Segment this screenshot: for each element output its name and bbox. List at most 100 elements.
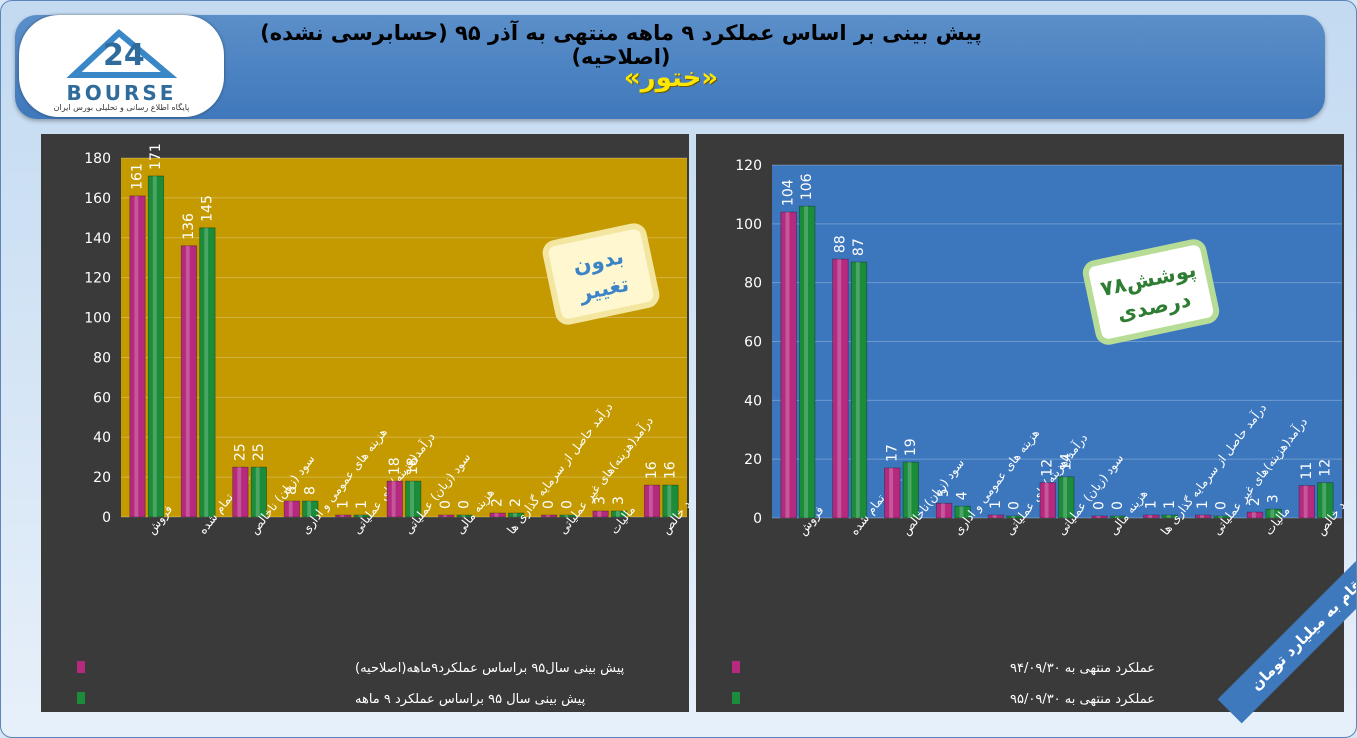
data-label: 0 xyxy=(1110,501,1126,510)
bar-highlight xyxy=(410,481,414,517)
data-label: 171 xyxy=(148,143,164,170)
bar xyxy=(1213,515,1230,519)
bar xyxy=(1161,514,1179,519)
bar-highlight xyxy=(513,513,517,517)
bar-highlight xyxy=(1322,482,1327,518)
data-label: 3 xyxy=(1266,494,1282,503)
bar xyxy=(850,261,868,519)
bar xyxy=(1091,515,1108,519)
bar-highlight xyxy=(358,515,363,517)
bar-highlight xyxy=(1270,509,1275,518)
bar-highlight xyxy=(255,467,260,517)
bar xyxy=(129,195,146,518)
bar xyxy=(438,514,455,518)
bar-highlight xyxy=(461,515,466,517)
y-tick-label: 40 xyxy=(744,393,762,409)
plot-area xyxy=(772,165,1342,518)
bar xyxy=(283,500,300,518)
bar xyxy=(1246,511,1264,519)
company-name: «ختور» xyxy=(623,63,719,93)
bar-highlight xyxy=(1200,515,1204,518)
data-label: 2 xyxy=(490,498,506,507)
bar xyxy=(780,211,797,519)
y-tick-label: 80 xyxy=(93,350,111,366)
chart-forecast-svg: 020406080100120140160180161171فروش136145… xyxy=(41,134,689,712)
data-label: 145 xyxy=(199,195,215,222)
bar-highlight xyxy=(1114,516,1119,518)
data-label: 1 xyxy=(1195,500,1211,509)
y-tick-label: 0 xyxy=(102,510,111,526)
data-label: 0 xyxy=(541,500,557,509)
bar-highlight xyxy=(564,515,569,517)
y-tick-label: 140 xyxy=(84,231,111,247)
bar xyxy=(832,258,849,519)
y-tick-label: 100 xyxy=(735,217,762,233)
logo-word: BOURSE xyxy=(66,81,177,105)
bar xyxy=(1317,482,1334,519)
data-label: 136 xyxy=(181,213,197,240)
bar xyxy=(643,484,661,518)
bar-highlight xyxy=(804,206,808,518)
chart-performance: 0 20 40 60 80 100 120 104 106 فروش 88 87 بهای تمام ش… xyxy=(696,134,1344,712)
bar xyxy=(1109,515,1127,519)
y-tick-label: 180 xyxy=(84,151,111,167)
data-label: 1 xyxy=(1162,500,1178,509)
bar-highlight xyxy=(546,515,550,517)
bar xyxy=(559,514,576,518)
data-label: 0 xyxy=(457,500,473,509)
y-tick-label: 120 xyxy=(84,271,111,287)
bar xyxy=(884,467,901,519)
plot-area xyxy=(121,158,687,517)
data-label: 0 xyxy=(1214,501,1230,510)
bar-highlight xyxy=(307,501,312,517)
bar xyxy=(1195,514,1212,519)
bar xyxy=(250,466,267,518)
data-label: 18 xyxy=(387,457,403,475)
data-label: 14 xyxy=(1058,453,1074,471)
bar xyxy=(799,205,816,519)
data-label: 3 xyxy=(593,496,609,505)
legend-swatch xyxy=(732,661,740,673)
y-tick-label: 160 xyxy=(84,191,111,207)
bar-highlight xyxy=(494,513,499,517)
y-tick-label: 80 xyxy=(744,276,762,292)
bar xyxy=(489,512,506,518)
bar xyxy=(592,510,609,518)
bar-highlight xyxy=(237,467,242,517)
data-label: 1 xyxy=(335,500,351,509)
data-label: 3 xyxy=(611,496,627,505)
bar xyxy=(508,512,525,518)
bar xyxy=(1006,515,1023,519)
data-label: 19 xyxy=(903,438,919,456)
y-tick-label: 20 xyxy=(93,470,111,486)
data-label: 106 xyxy=(799,173,815,200)
bar-highlight xyxy=(443,515,448,517)
data-label: 161 xyxy=(130,163,146,190)
data-label: 1 xyxy=(988,500,1004,509)
24-bourse-logo-icon: 24 xyxy=(66,28,178,78)
legend-swatch xyxy=(732,692,740,704)
bar-highlight xyxy=(1044,482,1049,518)
data-label: 25 xyxy=(251,443,267,461)
bar-highlight xyxy=(615,511,620,517)
chart-forecast: 0 20 40 60 80 100 120 140 160 180 161 171 فروش 136 145… xyxy=(41,134,689,712)
data-label: 88 xyxy=(832,235,848,253)
data-label: 0 xyxy=(560,500,576,509)
data-label: 2 xyxy=(508,498,524,507)
y-tick-label: 60 xyxy=(744,335,762,351)
legend-label: پیش بینی سال۹۵ براساس عملکرد۹ماهه(اصلاحی… xyxy=(355,661,625,676)
data-label: 16 xyxy=(662,461,678,479)
bar xyxy=(386,480,403,518)
bar xyxy=(1143,514,1160,519)
y-tick-label: 60 xyxy=(93,390,111,406)
bar xyxy=(541,514,558,518)
bar-highlight xyxy=(391,481,396,517)
bar xyxy=(954,505,971,519)
bar-highlight xyxy=(288,501,293,517)
data-label: 16 xyxy=(644,461,660,479)
bar xyxy=(662,484,679,518)
legend-label: عملکرد منتهی به ۹۴/۰۹/۳۰ xyxy=(1010,661,1155,676)
bar-highlight xyxy=(940,503,945,518)
